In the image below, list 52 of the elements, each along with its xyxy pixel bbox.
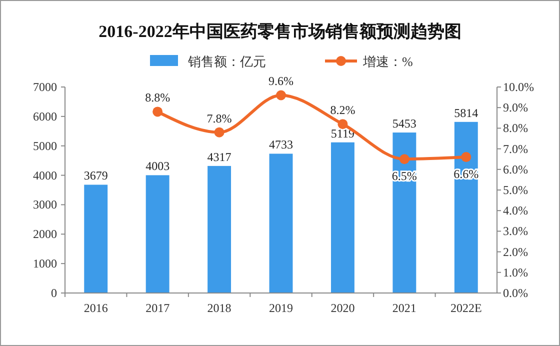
bar — [392, 132, 416, 293]
x-tick-label: 2020 — [330, 301, 355, 315]
x-tick-label: 2016 — [84, 301, 108, 315]
data-label: 4317 — [207, 150, 232, 164]
y-tick-label: 3000 — [33, 198, 57, 212]
y-tick-label: 5000 — [33, 138, 57, 153]
y2-tick-label: 5.0% — [503, 183, 528, 197]
x-tick-label: 2018 — [207, 301, 232, 315]
data-label: 5814 — [454, 106, 478, 120]
legend-label: 销售额：亿元 — [187, 54, 266, 69]
x-tick-label: 2022E — [450, 301, 482, 315]
bar — [208, 166, 232, 293]
point — [338, 119, 348, 130]
point — [399, 154, 410, 164]
y-tick-label: 1000 — [33, 256, 57, 271]
y2-tick-label: 1.0% — [503, 265, 528, 280]
y2-tick-label: 3.0% — [503, 224, 528, 238]
data-label: 8.8% — [145, 90, 170, 105]
point — [461, 152, 472, 162]
data-label: 9.6% — [268, 74, 294, 88]
y2-tick-label: 9.0% — [503, 100, 528, 115]
bar — [454, 122, 478, 293]
y-tick-label: 4000 — [33, 168, 57, 182]
y2-tick-label: 7.0% — [503, 142, 528, 156]
bar — [330, 142, 354, 293]
y-tick-label: 6000 — [33, 109, 57, 124]
y-tick-label: 2000 — [33, 227, 57, 242]
data-label: 8.2% — [330, 103, 356, 118]
y2-tick-label: 6.0% — [503, 162, 528, 176]
x-tick-label: 2021 — [392, 301, 416, 315]
y2-tick-label: 8.0% — [503, 121, 528, 136]
data-label: 4733 — [269, 138, 293, 152]
x-tick-label: 2019 — [269, 301, 293, 315]
chart-title: 2016-2022年中国医药零售市场销售额预测趋势图 — [98, 22, 462, 41]
y-tick-label: 0 — [51, 286, 57, 300]
data-label: 5453 — [392, 116, 416, 131]
bar — [84, 184, 108, 293]
y-tick-label: 7000 — [33, 80, 57, 94]
y2-tick-label: 10.0% — [503, 80, 534, 94]
y2-tick-label: 4.0% — [503, 204, 528, 218]
bar — [269, 154, 293, 293]
point — [214, 127, 224, 138]
data-label: 7.8% — [206, 111, 232, 126]
data-label: 4003 — [146, 159, 170, 174]
legend-label: 增速：% — [362, 54, 413, 69]
bar — [146, 175, 170, 293]
y2-tick-label: 0.0% — [503, 286, 528, 300]
x-tick-label: 2017 — [146, 301, 170, 315]
point — [152, 106, 163, 117]
data-label: 3679 — [84, 168, 108, 183]
point — [276, 90, 286, 100]
y2-tick-label: 2.0% — [503, 244, 528, 259]
